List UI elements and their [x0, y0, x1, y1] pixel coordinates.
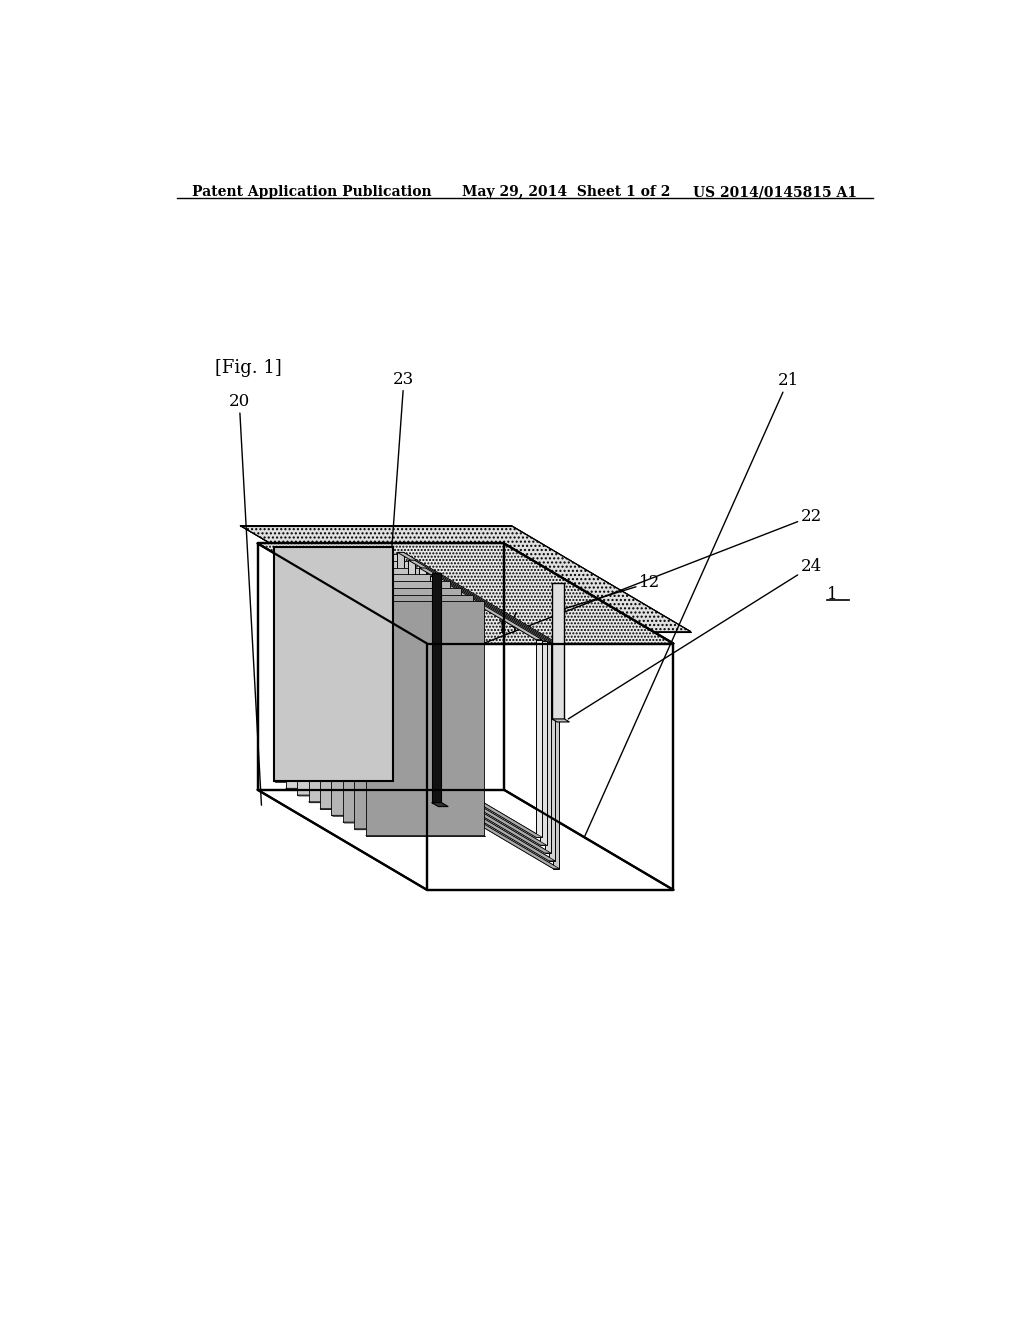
Polygon shape: [430, 576, 547, 642]
Polygon shape: [420, 779, 551, 853]
Polygon shape: [286, 554, 403, 788]
Polygon shape: [432, 573, 441, 803]
Polygon shape: [545, 642, 551, 853]
Polygon shape: [537, 640, 543, 837]
Text: US 2014/0145815 A1: US 2014/0145815 A1: [692, 185, 857, 199]
Polygon shape: [541, 642, 547, 845]
Polygon shape: [241, 525, 691, 632]
Polygon shape: [441, 583, 447, 781]
Polygon shape: [258, 544, 674, 644]
Polygon shape: [430, 780, 547, 845]
Polygon shape: [430, 576, 436, 780]
Polygon shape: [297, 561, 416, 795]
Polygon shape: [441, 583, 543, 640]
Text: Patent Application Publication: Patent Application Publication: [193, 185, 432, 199]
Polygon shape: [397, 776, 559, 869]
Polygon shape: [441, 781, 543, 837]
Polygon shape: [354, 595, 472, 829]
Text: 21: 21: [585, 372, 799, 836]
Text: 22: 22: [442, 508, 821, 659]
Text: 12: 12: [553, 574, 660, 612]
Polygon shape: [332, 581, 450, 816]
Polygon shape: [319, 574, 438, 809]
Text: [Fig. 1]: [Fig. 1]: [215, 359, 282, 376]
Polygon shape: [409, 777, 555, 861]
Polygon shape: [343, 587, 461, 822]
Polygon shape: [420, 568, 426, 779]
Polygon shape: [432, 803, 449, 807]
Polygon shape: [397, 776, 559, 869]
Polygon shape: [553, 644, 559, 869]
Polygon shape: [274, 548, 392, 781]
Text: 13: 13: [498, 612, 518, 638]
Polygon shape: [274, 548, 392, 781]
Polygon shape: [430, 780, 547, 845]
Polygon shape: [552, 583, 564, 719]
Polygon shape: [420, 779, 551, 853]
Text: 1: 1: [827, 586, 838, 603]
Polygon shape: [409, 560, 555, 643]
Text: 11: 11: [382, 562, 415, 649]
Polygon shape: [552, 719, 569, 722]
Polygon shape: [308, 568, 427, 801]
Polygon shape: [397, 552, 559, 644]
Polygon shape: [397, 552, 403, 776]
Polygon shape: [241, 525, 691, 632]
Text: 23: 23: [374, 371, 415, 799]
Polygon shape: [420, 568, 551, 642]
Polygon shape: [366, 602, 484, 836]
Text: 24: 24: [568, 558, 821, 719]
Text: 20: 20: [228, 393, 261, 805]
Polygon shape: [409, 777, 555, 861]
Polygon shape: [441, 781, 543, 837]
Polygon shape: [409, 560, 415, 777]
Text: May 29, 2014  Sheet 1 of 2: May 29, 2014 Sheet 1 of 2: [462, 185, 670, 199]
Polygon shape: [549, 643, 555, 861]
